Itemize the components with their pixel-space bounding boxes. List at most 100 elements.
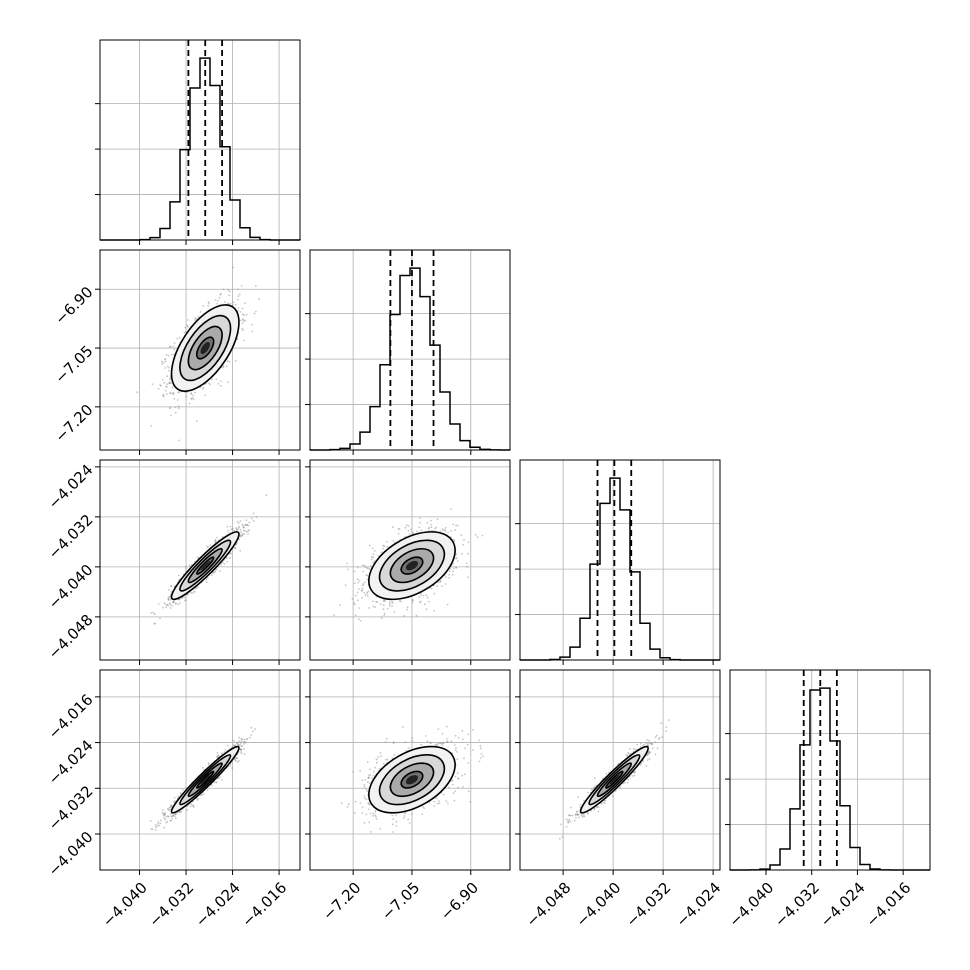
contour-line: [179, 314, 232, 382]
scatter-point: [370, 558, 373, 561]
scatter-point: [446, 603, 449, 606]
scatter-point: [197, 586, 199, 588]
contour-line: [179, 539, 232, 592]
scatter-point: [407, 525, 410, 527]
scatter-point: [216, 536, 218, 539]
scatter-point: [233, 546, 236, 549]
scatter-point: [455, 557, 457, 560]
scatter-point: [411, 601, 414, 604]
scatter-point: [169, 345, 172, 348]
contour-line: [368, 531, 456, 601]
scatter-point: [164, 360, 167, 363]
scatter-point: [411, 599, 414, 602]
scatter-point: [226, 744, 229, 747]
scatter-point: [231, 767, 234, 769]
scatter-point: [214, 570, 217, 573]
scatter-point: [453, 540, 456, 543]
scatter-point: [165, 385, 167, 388]
scatter-point: [236, 528, 239, 531]
scatter-point: [179, 792, 182, 794]
scatter-point: [255, 516, 258, 518]
scatter-point: [169, 607, 172, 609]
scatter-point: [206, 789, 209, 791]
scatter-point: [447, 531, 449, 534]
scatter-point: [444, 583, 447, 585]
scatter-point: [191, 396, 194, 399]
scatter-point: [169, 598, 171, 601]
scatter-point: [170, 584, 173, 587]
scatter-panel-2-1: [305, 459, 511, 665]
scatter-point: [392, 539, 395, 542]
scatter-point: [236, 757, 239, 760]
contour-line: [196, 336, 215, 360]
scatter-point: [153, 622, 156, 625]
scatter-point: [368, 607, 370, 609]
scatter-point: [216, 752, 219, 754]
scatter-point: [157, 388, 160, 390]
scatter-point: [205, 581, 208, 584]
scatter-point: [235, 527, 238, 529]
scatter-point: [227, 381, 230, 384]
scatter-point: [371, 556, 373, 558]
scatter-point: [237, 527, 240, 529]
scatter-point: [372, 605, 375, 608]
scatter-point: [452, 523, 454, 526]
scatter-point: [418, 526, 421, 529]
scatter-point: [177, 598, 180, 601]
scatter-point: [161, 811, 164, 814]
scatter-point: [194, 319, 196, 322]
scatter-point: [169, 392, 172, 395]
scatter-point: [366, 574, 368, 577]
scatter-point: [366, 592, 368, 595]
scatter-point: [167, 588, 170, 591]
contour-line: [400, 556, 424, 575]
scatter-point: [242, 329, 245, 331]
scatter-point: [346, 562, 348, 565]
scatter-point: [202, 766, 204, 769]
scatter-point: [254, 310, 257, 313]
scatter-point: [218, 296, 221, 299]
scatter-point: [419, 600, 422, 603]
scatter-point: [239, 534, 242, 537]
scatter-point: [157, 603, 160, 605]
scatter-point: [242, 318, 245, 321]
scatter-point: [374, 550, 376, 552]
scatter-point: [230, 552, 233, 555]
scatter-point: [165, 353, 168, 356]
scatter-point: [467, 541, 470, 544]
scatter-point: [227, 289, 230, 291]
scatter-point: [238, 740, 241, 742]
scatter-point: [238, 525, 240, 528]
scatter-point: [155, 826, 157, 829]
scatter-point: [364, 581, 366, 584]
scatter-point: [168, 602, 171, 605]
scatter-point: [382, 544, 385, 547]
scatter-point: [380, 551, 383, 554]
contour-line: [196, 556, 215, 575]
scatter-point: [462, 543, 465, 546]
scatter-point: [173, 397, 176, 400]
scatter-point: [197, 315, 200, 318]
scatter-point: [220, 292, 222, 295]
hist-panel-0: [95, 39, 301, 245]
scatter-point: [174, 602, 177, 605]
scatter-point: [425, 594, 428, 597]
scatter-point: [403, 615, 405, 617]
scatter-point: [151, 383, 154, 386]
scatter-point: [253, 312, 256, 315]
scatter-point: [180, 811, 183, 813]
scatter-point: [184, 599, 187, 602]
scatter-point: [241, 533, 244, 536]
scatter-point: [199, 311, 202, 313]
scatter-point: [166, 603, 169, 606]
scatter-point: [383, 545, 386, 547]
scatter-point: [419, 521, 421, 524]
scatter-point: [172, 393, 175, 396]
scatter-point: [363, 564, 366, 567]
scatter-point: [215, 781, 218, 784]
scatter-point: [219, 776, 222, 779]
scatter-point: [163, 381, 166, 384]
density-core: [200, 560, 210, 571]
scatter-point: [476, 536, 479, 538]
